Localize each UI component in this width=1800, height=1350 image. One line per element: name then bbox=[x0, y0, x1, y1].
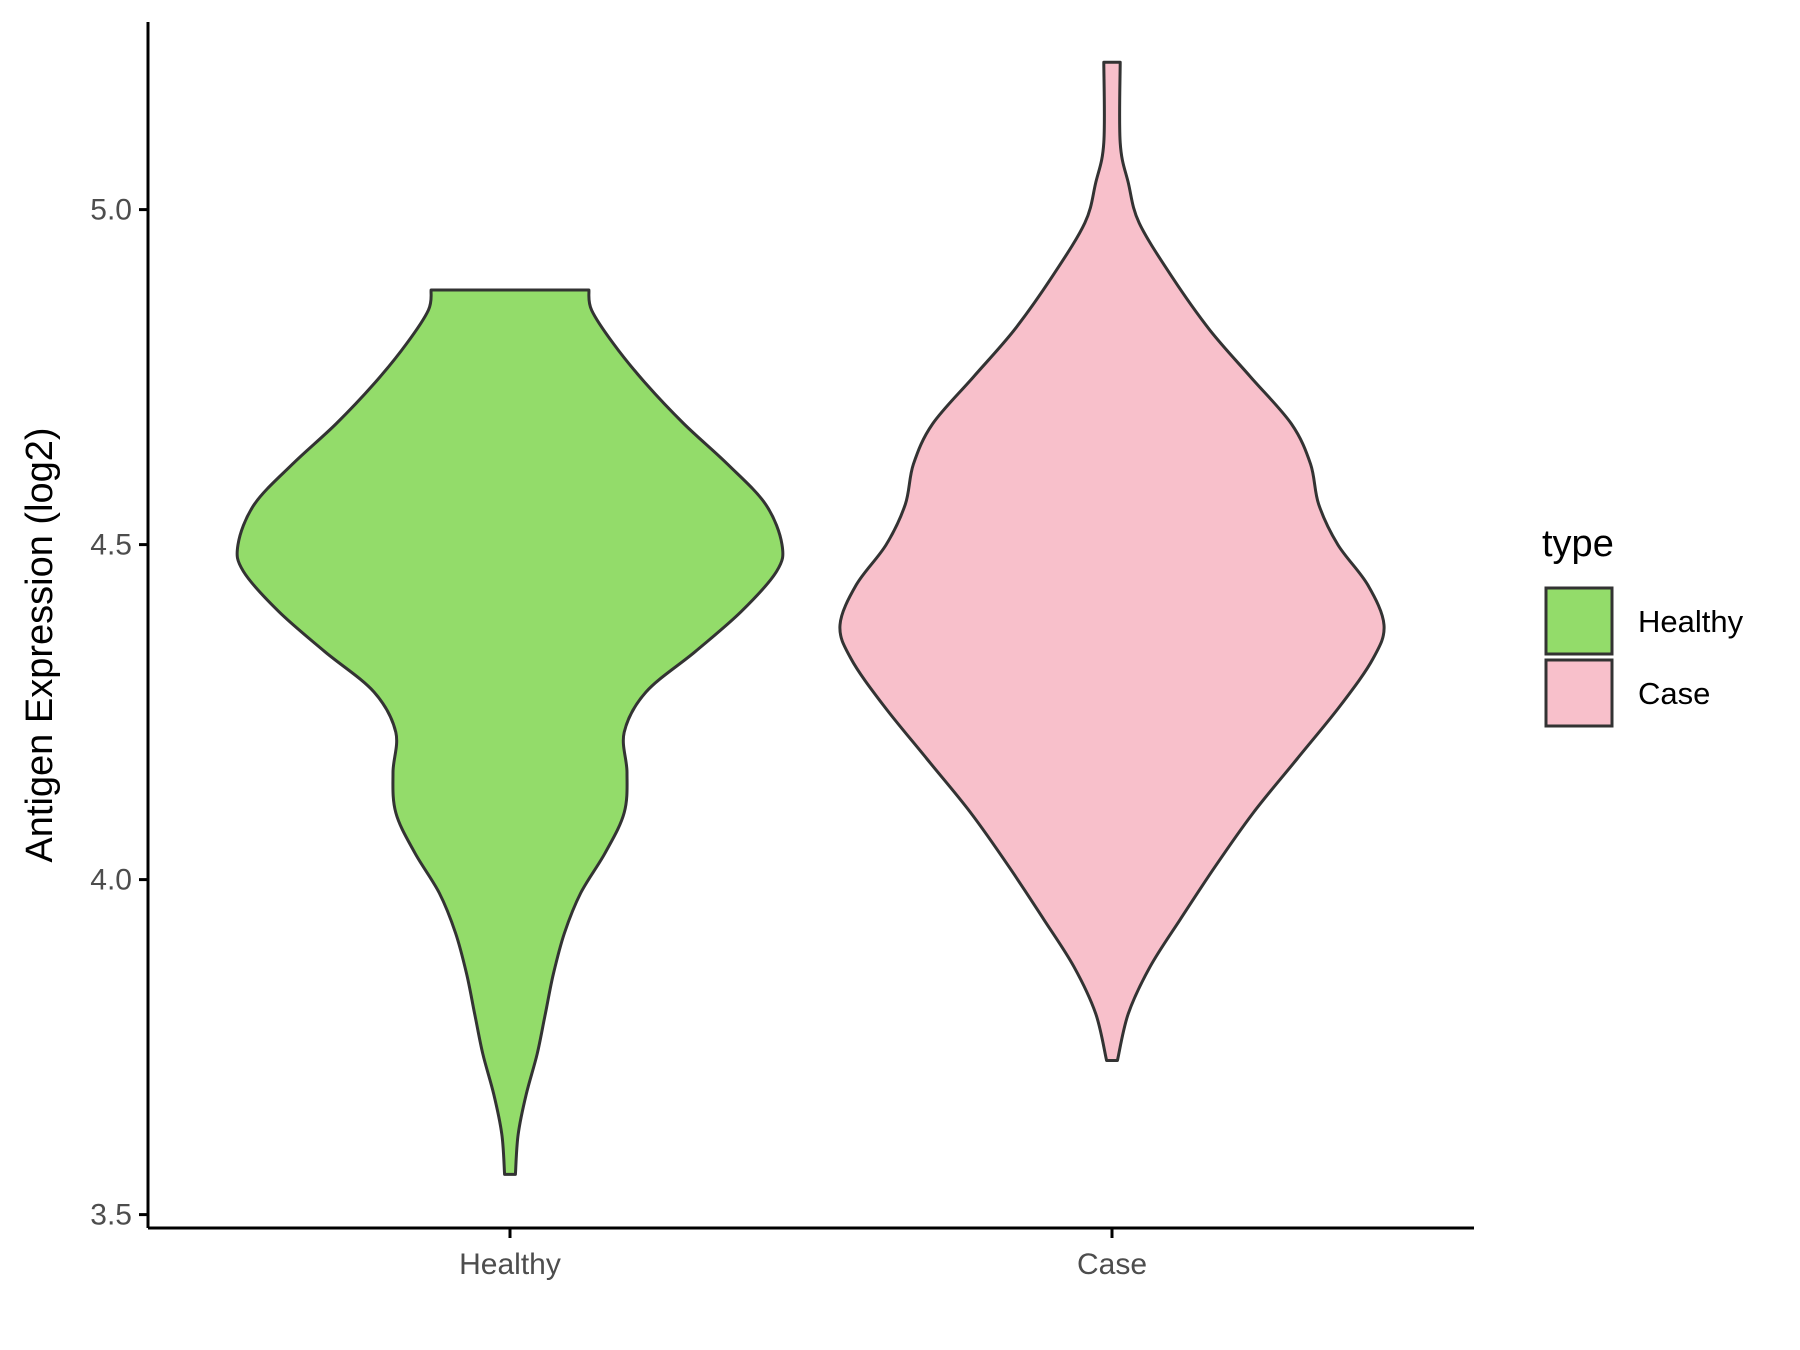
legend-title: type bbox=[1542, 523, 1614, 565]
y-tick-label: 4.0 bbox=[90, 864, 132, 897]
y-tick-label: 3.5 bbox=[90, 1199, 132, 1232]
x-tick-label: Case bbox=[1077, 1248, 1147, 1281]
x-tick-label: Healthy bbox=[459, 1248, 561, 1281]
legend: type Healthy Case bbox=[1542, 523, 1744, 728]
legend-key-healthy bbox=[1544, 586, 1614, 656]
legend-label-healthy: Healthy bbox=[1638, 604, 1744, 639]
y-tick-label: 4.5 bbox=[90, 529, 132, 562]
legend-label-case: Case bbox=[1638, 676, 1710, 711]
legend-key-case bbox=[1544, 658, 1614, 728]
violin-healthy bbox=[235, 288, 785, 1176]
y-tick-label: 5.0 bbox=[90, 194, 132, 227]
y-axis-title: Antigen Expression (log2) bbox=[19, 427, 61, 862]
x-axis-ticks: Healthy Case bbox=[459, 1228, 1147, 1281]
violin-case bbox=[838, 60, 1386, 1062]
y-axis-ticks: 3.5 4.0 4.5 5.0 bbox=[90, 194, 148, 1232]
violins-layer bbox=[235, 60, 1386, 1176]
axes-layer: 3.5 4.0 4.5 5.0 Healthy Case bbox=[90, 22, 1474, 1281]
legend-items: Healthy Case bbox=[1544, 586, 1744, 728]
